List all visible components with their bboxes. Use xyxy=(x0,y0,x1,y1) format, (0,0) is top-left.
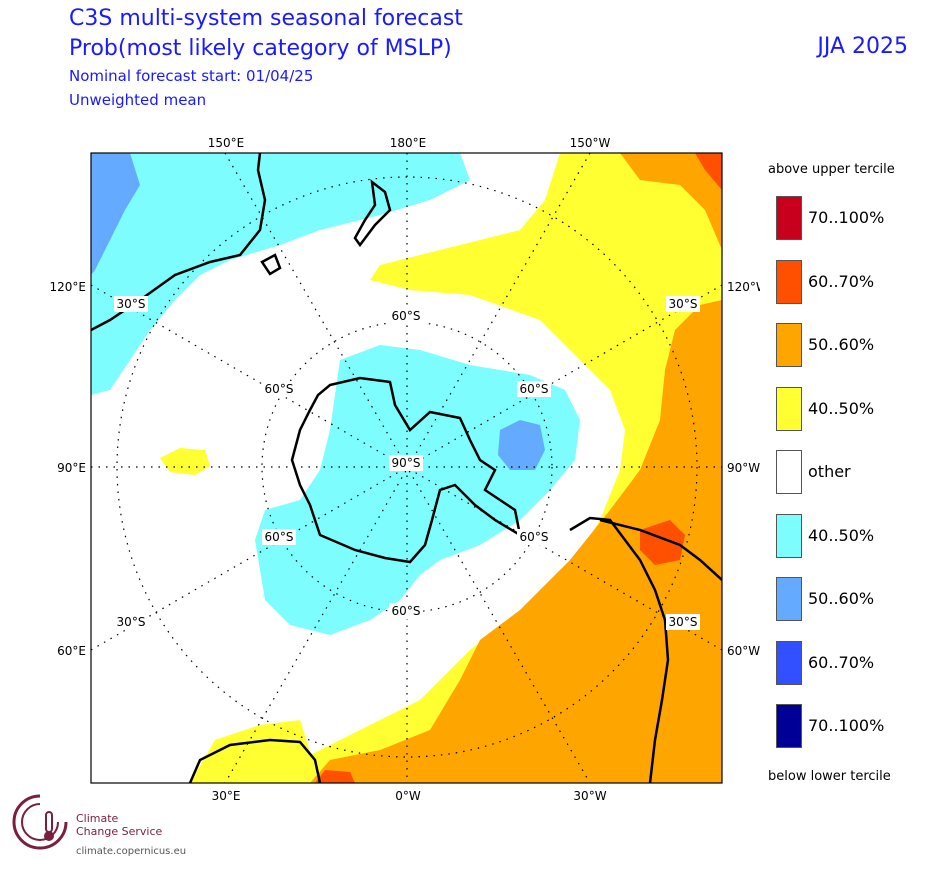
lightblue-patch-antarctic xyxy=(498,420,545,470)
lat-label: 60°S xyxy=(392,604,421,618)
lon-label-bottom-1: 30°E xyxy=(212,789,241,803)
lon-label-top-3: 150°W xyxy=(570,136,611,150)
redorange-patch-atlantic xyxy=(640,520,685,565)
title-line1: C3S multi-system seasonal forecast xyxy=(69,6,463,31)
legend-label: 50..60% xyxy=(808,335,875,354)
lat-label: 30°S xyxy=(117,297,146,311)
logo-line1: Climate xyxy=(76,812,119,825)
lat-label: 30°S xyxy=(669,615,698,629)
orange-region-south-atlantic xyxy=(310,300,722,783)
south-america-coast xyxy=(569,516,670,783)
lon-label-left-1: 120°E xyxy=(50,280,87,294)
redorange-patch-top xyxy=(695,153,722,190)
map-frame xyxy=(90,152,723,784)
lat-label: 60°S xyxy=(265,530,294,544)
legend-swatch xyxy=(776,704,802,748)
lat-label: 60°S xyxy=(520,382,549,396)
title-block: C3S multi-system seasonal forecast Prob(… xyxy=(69,4,463,112)
lon-label-bottom-3: 30°W xyxy=(573,789,606,803)
lon-label-left-2: 90°E xyxy=(57,461,86,475)
lat-label: 30°S xyxy=(669,297,698,311)
legend-label: 50..60% xyxy=(808,589,875,608)
cyan-region-antarctic xyxy=(255,345,580,635)
coastlines xyxy=(91,153,722,783)
season-label: JJA 2025 xyxy=(817,34,908,59)
africa-coast xyxy=(188,738,322,783)
lightblue-region-top-left xyxy=(91,153,140,275)
lon-label-right-2: 90°W xyxy=(727,461,760,475)
new-zealand-coast xyxy=(353,179,392,248)
title-line2: Prob(most likely category of MSLP) xyxy=(69,36,452,61)
legend-swatch xyxy=(776,323,802,367)
lat-label: 30°S xyxy=(117,615,146,629)
legend-label: other xyxy=(808,462,851,481)
cyan-region-top-left xyxy=(91,153,470,395)
lat-label: 90°S xyxy=(392,456,421,470)
orange-region-top-right xyxy=(620,153,722,250)
legend-below-caption: below lower tercile xyxy=(768,769,891,784)
antarctica-coast xyxy=(290,376,522,564)
legend-swatch xyxy=(776,640,802,685)
lat-label: 60°S xyxy=(265,382,294,396)
lon-label-top-1: 150°E xyxy=(208,136,245,150)
legend-label: 40..50% xyxy=(808,398,875,418)
legend-swatch xyxy=(776,386,802,431)
yellow-region-lower-left xyxy=(190,720,320,783)
legend-swatch xyxy=(776,196,802,240)
legend-label: 70..100% xyxy=(808,716,885,735)
legend-swatch xyxy=(776,450,802,494)
legend-label: 70..100% xyxy=(808,208,885,227)
thermometer-logo-icon xyxy=(12,794,68,850)
lon-label-left-3: 60°E xyxy=(57,644,86,658)
logo-url: climate.copernicus.eu xyxy=(76,846,187,857)
logo-line2: Change Service xyxy=(76,825,163,838)
lon-label-right-3: 60°W xyxy=(727,644,760,658)
legend: above upper tercile 70..100% 60..70% 50..6… xyxy=(760,0,934,872)
lat-labels: 30°S 30°S 60°S 60°S 60°S 90°S 60°S 60°S … xyxy=(114,296,700,630)
lon-label-top-2: 180°E xyxy=(390,136,427,150)
legend-swatch xyxy=(776,577,802,621)
legend-label: 40..50% xyxy=(808,525,875,545)
legend-swatch xyxy=(776,259,802,304)
title-line4: Unweighted mean xyxy=(69,91,207,109)
copernicus-logo: Climate Change Service climate.copernicu… xyxy=(10,792,210,862)
forecast-map: 150°E 180°E 150°W 30°E 0°W 30°W 120°E 90… xyxy=(50,136,761,803)
title-line3: Nominal forecast start: 01/04/25 xyxy=(69,67,314,85)
legend-swatch xyxy=(776,513,802,558)
yellow-patch-indian xyxy=(160,448,210,475)
legend-above-caption: above upper tercile xyxy=(768,162,895,177)
lat-label: 60°S xyxy=(520,530,549,544)
lon-label-right-1: 120°W xyxy=(727,280,760,294)
tasmania-coast xyxy=(260,253,282,276)
lon-label-bottom-2: 0°W xyxy=(395,789,421,803)
lat-label: 60°S xyxy=(392,309,421,323)
legend-label: 60..70% xyxy=(808,652,875,672)
legend-label: 60..70% xyxy=(808,271,875,291)
redorange-patch-bottom xyxy=(315,770,355,783)
south-america-coast-east xyxy=(599,518,722,581)
